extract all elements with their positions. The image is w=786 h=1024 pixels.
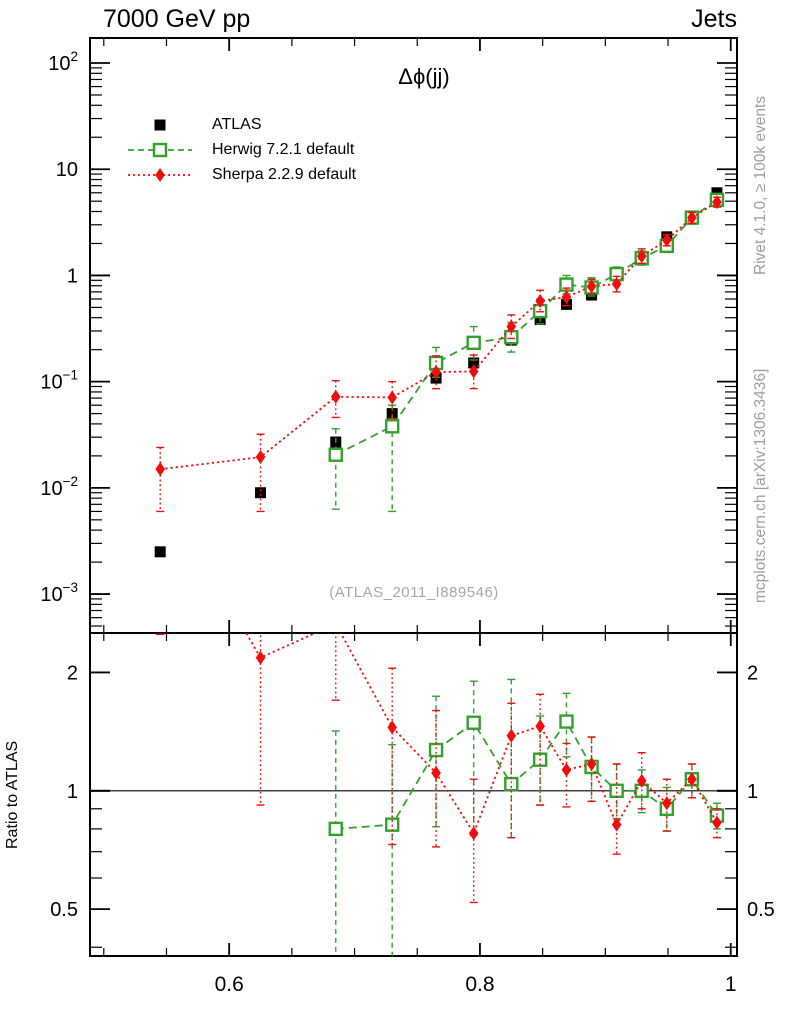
svg-text:0.5: 0.5 (50, 899, 78, 921)
svg-text:0.6: 0.6 (215, 973, 244, 996)
svg-text:1: 1 (747, 781, 758, 803)
svg-text:1: 1 (725, 973, 737, 996)
process-title: Jets (691, 5, 737, 33)
svg-text:10−3: 10−3 (40, 580, 78, 606)
legend-item-herwig: Herwig 7.2.1 default (126, 137, 356, 162)
atlas-square-icon (126, 115, 194, 135)
legend-label-herwig: Herwig 7.2.1 default (212, 140, 355, 158)
svg-text:0.8: 0.8 (465, 973, 494, 996)
sherpa-diamond-icon (126, 165, 194, 185)
legend-item-sherpa: Sherpa 2.2.9 default (126, 162, 356, 187)
svg-text:1: 1 (67, 265, 78, 287)
mcplots-arxiv-note: mcplots.cern.ch [arXiv:1306.3436] (752, 368, 769, 604)
svg-text:10−1: 10−1 (40, 368, 78, 394)
svg-text:10−2: 10−2 (40, 474, 78, 500)
svg-text:2: 2 (747, 662, 758, 684)
svg-text:10: 10 (56, 159, 78, 181)
ratio-axis-label: Ratio to ATLAS (4, 740, 21, 850)
herwig-open-square-icon (126, 140, 194, 160)
legend-item-atlas: ATLAS (126, 112, 356, 137)
svg-text:0.5: 0.5 (747, 899, 775, 921)
legend-label-sherpa: Sherpa 2.2.9 default (212, 165, 357, 183)
rivet-version-note: Rivet 4.1.0, ≥ 100k events (752, 95, 769, 275)
svg-text:102: 102 (48, 49, 78, 75)
legend: ATLAS Herwig 7.2.1 default Sherpa 2.2.9 … (126, 112, 356, 187)
svg-text:2: 2 (67, 662, 78, 684)
beam-title: 7000 GeV pp (103, 5, 251, 33)
legend-label-atlas: ATLAS (212, 115, 262, 133)
svg-text:1: 1 (67, 781, 78, 803)
analysis-id-watermark: (ATLAS_2011_I889546) (329, 584, 499, 601)
observable-title: Δϕ(jj) (398, 64, 450, 89)
